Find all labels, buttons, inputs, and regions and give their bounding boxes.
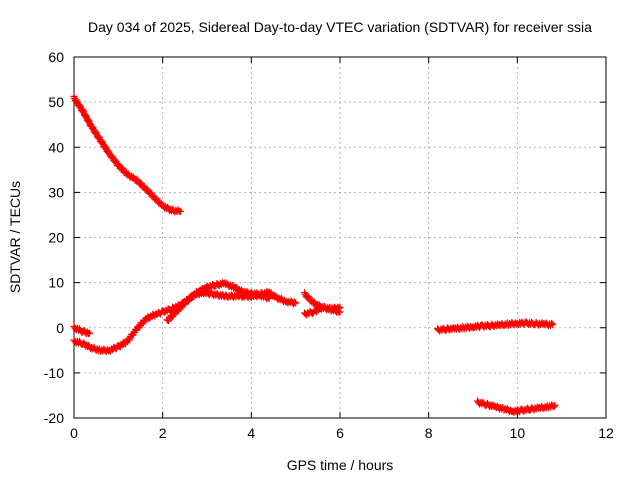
- data-point: [265, 294, 273, 302]
- data-point: [550, 403, 558, 411]
- x-tick-label: 10: [510, 425, 526, 441]
- x-tick-label: 8: [425, 425, 433, 441]
- data-point: [548, 319, 556, 327]
- y-tick-label: 10: [48, 275, 64, 291]
- series-track-1: [70, 92, 184, 216]
- x-tick-label: 4: [247, 425, 255, 441]
- series-track-3: [70, 279, 300, 356]
- y-tick-label: 30: [48, 184, 64, 200]
- y-tick-label: 40: [48, 139, 64, 155]
- y-tick-label: 60: [48, 49, 64, 65]
- data-point: [335, 304, 343, 312]
- data-point: [264, 293, 272, 301]
- data-point: [86, 329, 94, 337]
- y-tick-label: 50: [48, 94, 64, 110]
- data-point: [176, 207, 184, 215]
- y-tick-label: 20: [48, 230, 64, 246]
- series-track-2: [70, 323, 94, 337]
- data-point: [292, 299, 300, 307]
- x-tick-label: 12: [598, 425, 614, 441]
- x-tick-label: 0: [70, 425, 78, 441]
- series-track-6: [301, 303, 344, 319]
- data-point: [551, 401, 559, 409]
- x-tick-label: 2: [159, 425, 167, 441]
- y-tick-label: -10: [44, 365, 64, 381]
- series-track-7: [434, 318, 557, 335]
- y-axis-label: SDTVAR / TECUs: [7, 181, 23, 293]
- x-tick-label: 6: [336, 425, 344, 441]
- data-points: [70, 92, 559, 416]
- y-tick-label: -20: [44, 410, 64, 426]
- chart-title: Day 034 of 2025, Sidereal Day-to-day VTE…: [88, 19, 592, 35]
- data-point: [336, 303, 344, 311]
- series-track-4: [163, 288, 273, 325]
- data-point: [549, 321, 557, 329]
- data-point: [291, 298, 299, 306]
- x-axis-label: GPS time / hours: [287, 457, 394, 473]
- grid-lines: [74, 57, 606, 418]
- series-track-8: [473, 397, 559, 416]
- y-tick-label: 0: [56, 320, 64, 336]
- axis-ticks: 0 2 4 6 8 10 12 -20 -10 0 10 20 30 40 50 60: [44, 49, 614, 441]
